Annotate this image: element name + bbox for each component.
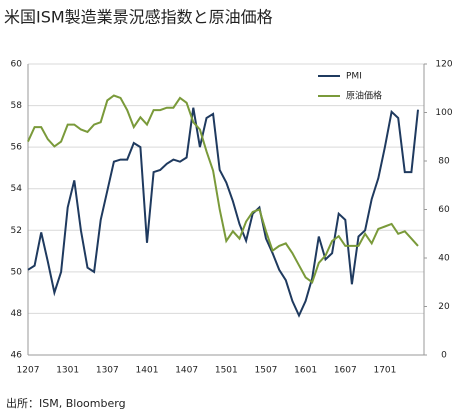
y-tick-label: 60 (11, 60, 23, 70)
legend-label: 原油価格 (346, 90, 382, 102)
y2-tick-label: 20 (438, 302, 450, 312)
y-tick-label: 54 (11, 184, 23, 194)
series-line (27, 107, 419, 318)
legend-label: PMI (346, 72, 362, 82)
y-tick-label: 50 (11, 267, 23, 277)
y2-tick-label: 40 (438, 254, 450, 264)
y2-tick-label: 0 (441, 351, 447, 361)
y-tick-label: 46 (11, 351, 23, 361)
y-tick-label: 56 (11, 143, 23, 153)
y2-tick-label: 60 (438, 205, 450, 215)
y2-tick-label: 80 (438, 157, 450, 167)
y-tick-label: 58 (11, 101, 23, 111)
chart-title: 米国ISM製造業景況感指数と原油価格 (4, 8, 273, 27)
x-tick-label: 1401 (136, 366, 159, 376)
y2-tick-label: 100 (435, 108, 452, 118)
x-tick-label: 1601 (294, 366, 317, 376)
x-tick-label: 1301 (56, 366, 79, 376)
x-tick-label: 1407 (175, 366, 198, 376)
y-tick-label: 48 (11, 309, 23, 319)
x-tick-label: 1701 (373, 366, 396, 376)
y2-tick-label: 120 (435, 60, 452, 70)
x-tick-label: 1501 (215, 366, 238, 376)
series-line (27, 94, 419, 284)
x-tick-label: 1307 (96, 366, 119, 376)
x-tick-label: 1207 (17, 366, 40, 376)
y-tick-label: 52 (11, 226, 22, 236)
x-tick-label: 1607 (334, 366, 357, 376)
x-tick-label: 1507 (255, 366, 278, 376)
source-note: 出所：ISM, Bloomberg (6, 396, 126, 410)
